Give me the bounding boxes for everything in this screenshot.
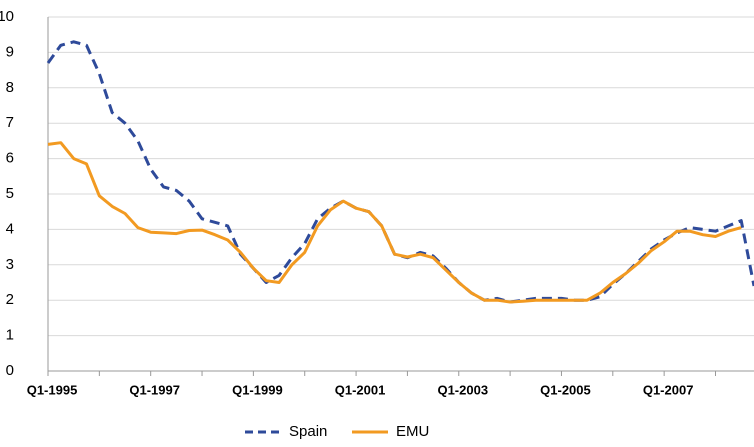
legend-label: Spain [289, 423, 327, 440]
y-tick-label: 8 [6, 79, 14, 96]
x-tick-label: Q1-1999 [232, 382, 283, 397]
x-tick-label: Q1-2003 [437, 382, 488, 397]
y-tick-label: 4 [6, 220, 14, 237]
x-tick-label: Q1-2005 [540, 382, 591, 397]
y-tick-label: 10 [0, 8, 14, 25]
y-tick-label: 6 [6, 150, 14, 167]
y-tick-label: 9 [6, 43, 14, 60]
y-tick-label: 3 [6, 256, 14, 273]
y-tick-label: 1 [6, 327, 14, 344]
y-tick-label: 7 [6, 114, 14, 131]
series-line [47, 141, 742, 304]
y-tick-label: 2 [6, 291, 14, 308]
y-tick-label: 0 [6, 362, 14, 379]
x-tick-label: Q1-1997 [129, 382, 180, 397]
series-line [46, 40, 754, 304]
x-tick-label: Q1-2001 [335, 382, 386, 397]
legend-label: EMU [396, 423, 429, 440]
y-tick-label: 5 [6, 185, 14, 202]
x-tick-label: Q1-1995 [27, 382, 78, 397]
x-tick-label: Q1-2007 [643, 382, 694, 397]
